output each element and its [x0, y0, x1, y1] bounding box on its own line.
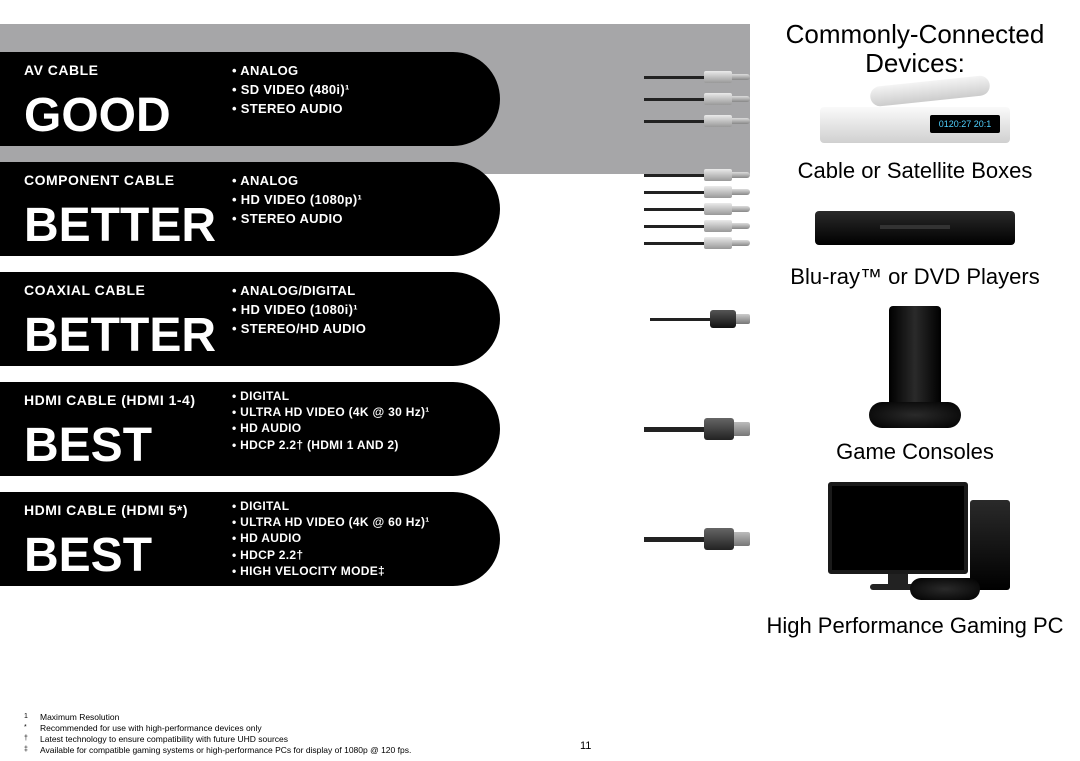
spec-item: STEREO AUDIO: [232, 210, 362, 229]
device-label: Game Consoles: [765, 439, 1065, 464]
spec-item: ANALOG/DIGITAL: [232, 282, 366, 301]
game-console-icon: [835, 302, 995, 432]
cable-box-icon: 0120:27 20:1: [810, 87, 1020, 147]
cable-name: AV CABLE: [24, 62, 99, 78]
footnote-mark: †: [24, 734, 32, 745]
rating-label: BETTER: [24, 312, 216, 360]
device-bluray: Blu-ray™ or DVD Players: [765, 189, 1065, 289]
cable-block-av: AV CABLE GOOD ANALOG SD VIDEO (480i)¹ ST…: [0, 52, 750, 146]
rating-label: BEST: [24, 532, 152, 580]
spec-item: STEREO/HD AUDIO: [232, 320, 366, 339]
footnote-text: Maximum Resolution: [40, 712, 119, 723]
footnote-mark: *: [24, 723, 32, 734]
footnote-mark: ‡: [24, 745, 32, 756]
spec-item: ANALOG: [232, 172, 362, 191]
footnote-text: Latest technology to ensure compatibilit…: [40, 734, 288, 745]
cable-pill: COAXIAL CABLE BETTER ANALOG/DIGITAL HD V…: [0, 272, 500, 366]
spec-item: HDCP 2.2† (HDMI 1 AND 2): [232, 437, 430, 453]
bluray-icon: [810, 207, 1020, 253]
device-label: Cable or Satellite Boxes: [765, 158, 1065, 183]
page-number: 11: [580, 740, 591, 752]
spec-item: SD VIDEO (480i)¹: [232, 81, 350, 100]
footnotes: 1 Maximum Resolution * Recommended for use…: [24, 712, 411, 756]
spec-item: ULTRA HD VIDEO (4K @ 30 Hz)¹: [232, 404, 430, 420]
cable-comparison-column: AV CABLE GOOD ANALOG SD VIDEO (480i)¹ ST…: [0, 0, 750, 602]
cable-pill: COMPONENT CABLE BETTER ANALOG HD VIDEO (…: [0, 162, 500, 256]
spec-list: DIGITAL ULTRA HD VIDEO (4K @ 30 Hz)¹ HD …: [232, 388, 430, 453]
gaming-pc-icon: [810, 476, 1020, 606]
rating-label: BEST: [24, 422, 152, 470]
cable-pill: HDMI CABLE (HDMI 5*) BEST DIGITAL ULTRA …: [0, 492, 500, 586]
connector-icon-coax: [650, 272, 750, 366]
cable-block-hdmi14: HDMI CABLE (HDMI 1-4) BEST DIGITAL ULTRA…: [0, 382, 750, 476]
cable-block-coax: COAXIAL CABLE BETTER ANALOG/DIGITAL HD V…: [0, 272, 750, 366]
device-gaming-pc: High Performance Gaming PC: [765, 470, 1065, 638]
footnote-text: Available for compatible gaming systems …: [40, 745, 411, 756]
device-label: High Performance Gaming PC: [765, 613, 1065, 638]
device-cable-box: 0120:27 20:1 Cable or Satellite Boxes: [765, 81, 1065, 183]
rating-label: GOOD: [24, 92, 171, 140]
spec-list: ANALOG/DIGITAL HD VIDEO (1080i)¹ STEREO/…: [232, 282, 366, 339]
spec-item: STEREO AUDIO: [232, 100, 350, 119]
devices-column: Commonly-Connected Devices: 0120:27 20:1…: [765, 20, 1065, 644]
spec-item: HIGH VELOCITY MODE‡: [232, 563, 430, 579]
rating-label: BETTER: [24, 202, 216, 250]
cable-box-display: 0120:27 20:1: [930, 115, 1000, 133]
cable-name: HDMI CABLE (HDMI 1-4): [24, 392, 196, 408]
connector-icon-rca: [644, 162, 750, 256]
connector-icon-hdmi: [644, 492, 750, 586]
device-label: Blu-ray™ or DVD Players: [765, 264, 1065, 289]
spec-item: HD VIDEO (1080p)¹: [232, 191, 362, 210]
spec-list: DIGITAL ULTRA HD VIDEO (4K @ 60 Hz)¹ HD …: [232, 498, 430, 579]
spec-item: HD AUDIO: [232, 530, 430, 546]
spec-list: ANALOG HD VIDEO (1080p)¹ STEREO AUDIO: [232, 172, 362, 229]
cable-name: HDMI CABLE (HDMI 5*): [24, 502, 188, 518]
spec-list: ANALOG SD VIDEO (480i)¹ STEREO AUDIO: [232, 62, 350, 119]
cable-name: COAXIAL CABLE: [24, 282, 145, 298]
devices-header: Commonly-Connected Devices:: [765, 20, 1065, 77]
device-console: Game Consoles: [765, 296, 1065, 464]
spec-item: HDCP 2.2†: [232, 547, 430, 563]
footnote-mark: 1: [24, 712, 32, 723]
cable-name: COMPONENT CABLE: [24, 172, 175, 188]
cable-block-hdmi5: HDMI CABLE (HDMI 5*) BEST DIGITAL ULTRA …: [0, 492, 750, 586]
connector-icon-rca: [644, 24, 750, 174]
spec-item: DIGITAL: [232, 498, 430, 514]
spec-item: ULTRA HD VIDEO (4K @ 60 Hz)¹: [232, 514, 430, 530]
cable-pill: AV CABLE GOOD ANALOG SD VIDEO (480i)¹ ST…: [0, 52, 500, 146]
spec-item: DIGITAL: [232, 388, 430, 404]
spec-item: ANALOG: [232, 62, 350, 81]
spec-item: HD AUDIO: [232, 420, 430, 436]
cable-block-component: COMPONENT CABLE BETTER ANALOG HD VIDEO (…: [0, 162, 750, 256]
cable-pill: HDMI CABLE (HDMI 1-4) BEST DIGITAL ULTRA…: [0, 382, 500, 476]
footnote-text: Recommended for use with high-performanc…: [40, 723, 262, 734]
connector-icon-hdmi: [644, 382, 750, 476]
spec-item: HD VIDEO (1080i)¹: [232, 301, 366, 320]
